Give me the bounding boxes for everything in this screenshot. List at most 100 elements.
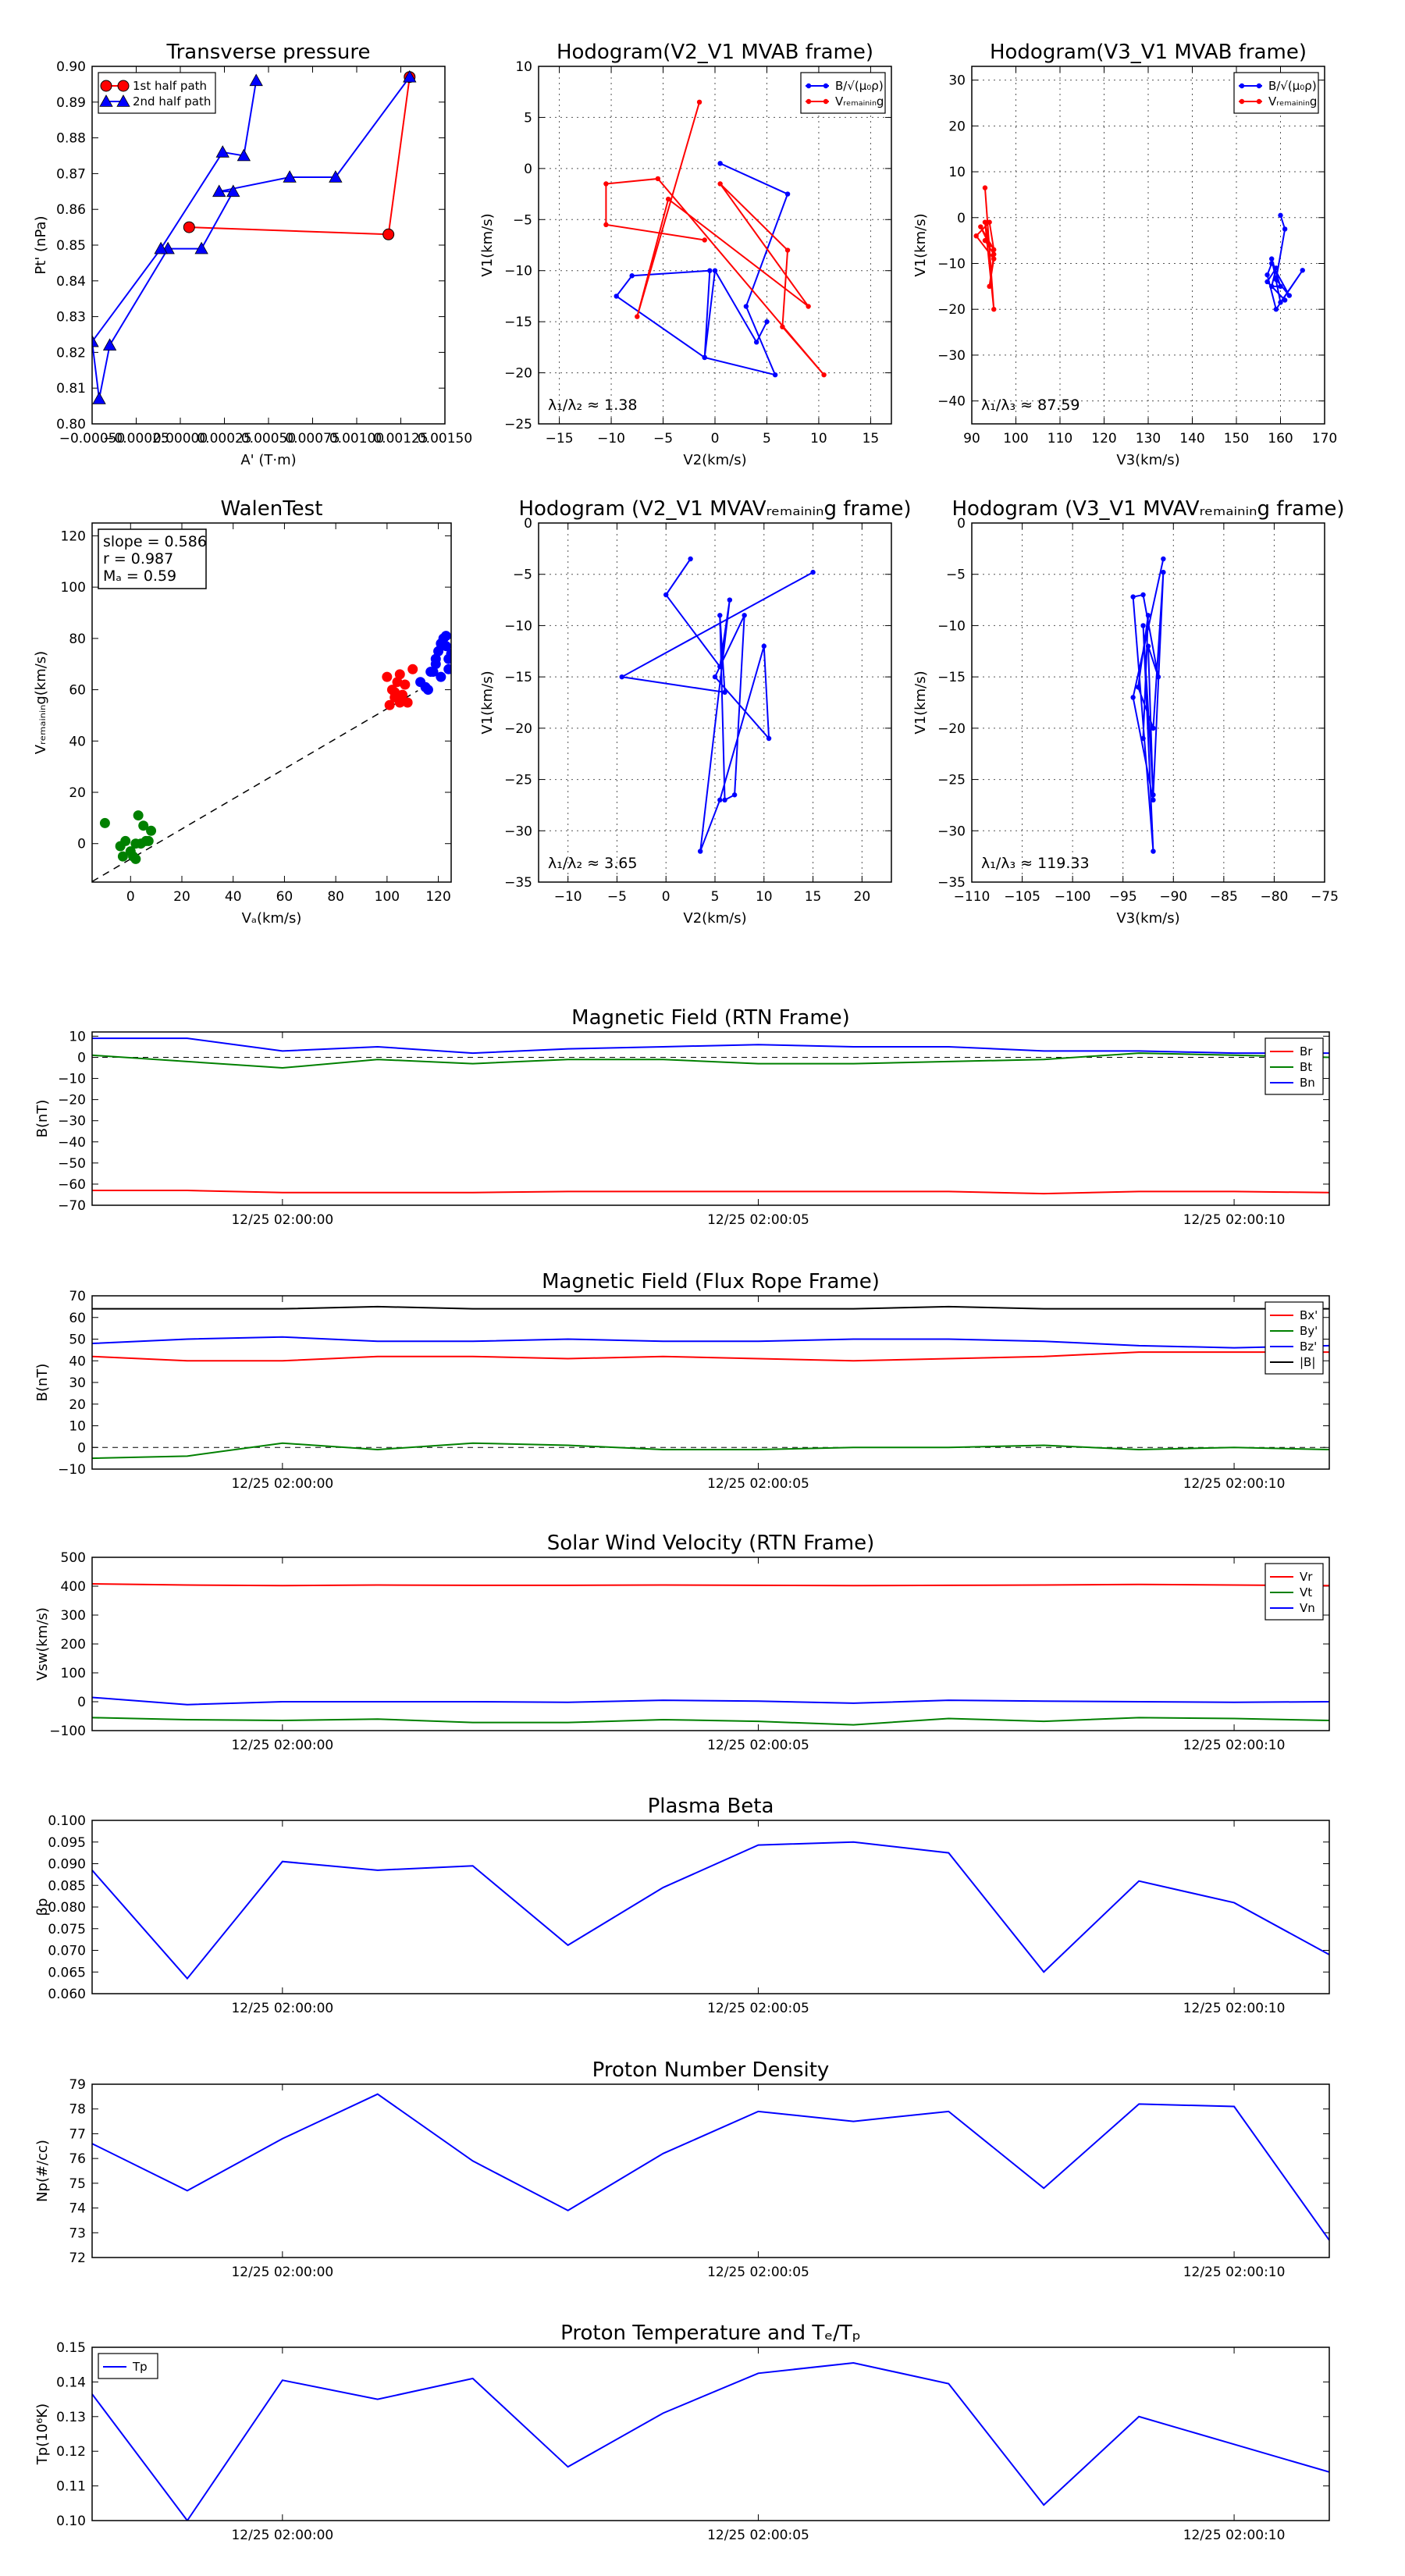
data-point (237, 148, 251, 162)
chart-title: Solar Wind Velocity (RTN Frame) (547, 1532, 874, 1555)
y-axis-label: Vᵣₑₘₐᵢₙᵢₙg(km/s) (33, 651, 49, 754)
chart-title: Hodogram(V2_V1 MVAB frame) (557, 41, 873, 64)
data-point (143, 835, 154, 846)
data-point (1140, 623, 1146, 628)
y-tick-label: 70 (69, 1289, 86, 1304)
data-point (402, 697, 413, 708)
chart-p12: 12/25 02:00:00 12/25 02:00:05 12/25 02:00:… (34, 2322, 1330, 2543)
data-point (138, 820, 149, 831)
legend-label: 2nd half path (133, 94, 211, 109)
x-tick-label: 110 (1048, 431, 1072, 447)
x-tick-label: −0.00050 (59, 431, 126, 447)
data-point (430, 653, 441, 664)
data-point (696, 99, 702, 105)
series-line-beta (92, 1841, 1329, 1980)
data-point (120, 835, 131, 846)
x-axis-label: A' (T·m) (240, 452, 296, 468)
data-point (614, 294, 619, 299)
axes-frame (538, 66, 892, 425)
y-tick-label: 20 (69, 785, 86, 801)
y-tick-label: 0.89 (56, 95, 86, 111)
y-tick-label: 30 (69, 1375, 86, 1391)
legend-marker (806, 83, 812, 89)
data-point (1135, 685, 1141, 690)
x-tick-label: 12/25 02:00:05 (707, 1738, 809, 1753)
y-tick-label: 0.11 (56, 2479, 86, 2495)
y-tick-label: −60 (58, 1177, 86, 1193)
data-point (436, 671, 446, 682)
y-tick-label: 100 (61, 580, 86, 596)
y-tick-label: 72 (69, 2250, 86, 2266)
legend-label: Bx' (1300, 1308, 1318, 1322)
data-point (1269, 256, 1275, 262)
y-tick-label: 0.065 (48, 1965, 86, 1980)
y-axis-label: V1(km/s) (912, 671, 929, 734)
legend-marker (116, 94, 130, 107)
data-point (991, 251, 997, 257)
data-point (226, 184, 240, 197)
x-tick-label: 10 (756, 889, 773, 905)
data-point (1269, 283, 1275, 290)
data-point (1282, 297, 1288, 303)
plot-area (92, 69, 417, 404)
y-axis-label: βp (34, 1898, 51, 1916)
chart-title: Magnetic Field (Flux Rope Frame) (542, 1270, 880, 1293)
data-point (712, 268, 718, 273)
chart-p1: −0.00050−0.000250.000000.000250.000500.0… (33, 41, 472, 468)
data-point (407, 664, 418, 674)
legend-marker (100, 80, 112, 92)
y-tick-label: 0.085 (48, 1878, 86, 1894)
y-tick-label: 0.85 (56, 238, 86, 254)
x-tick-label: 5 (711, 889, 720, 905)
data-point (982, 237, 988, 244)
plot-area (92, 1305, 1329, 1460)
y-tick-label: 0.10 (56, 2514, 86, 2529)
y-axis-label: Pt' (nPa) (33, 215, 49, 274)
legend-label: |B| (1300, 1355, 1315, 1369)
y-tick-label: 0 (77, 1695, 86, 1710)
data-point (707, 268, 713, 273)
chart-p8: 12/25 02:00:00 12/25 02:00:05 12/25 02:00:… (34, 1270, 1330, 1492)
y-tick-label: −5 (513, 568, 532, 583)
series-line-Vt (92, 1717, 1329, 1726)
x-tick-label: 100 (1003, 431, 1028, 447)
data-point (991, 256, 997, 262)
data-point (742, 613, 747, 618)
data-point (717, 613, 723, 618)
chart-p5: −10 −5 0 5 10 15 20−35−30−25−20−15−10−50Hodogr… (479, 497, 912, 927)
data-point (761, 643, 767, 649)
y-tick-label: 20 (948, 119, 966, 134)
y-tick-label: −25 (504, 417, 532, 432)
chart-p6: −110 −105 −100 −95 −90 −85 −80 −75−35−30−25−20−… (912, 497, 1345, 927)
y-tick-label: 400 (61, 1579, 86, 1595)
series-line-Vg (975, 187, 995, 310)
y-tick-label: −20 (937, 302, 966, 318)
data-point (743, 304, 749, 309)
legend-label: Bn (1300, 1076, 1315, 1090)
y-tick-label: −30 (937, 824, 966, 839)
data-point (212, 184, 226, 197)
x-tick-label: 12/25 02:00:00 (231, 1212, 333, 1228)
y-tick-label: −15 (937, 670, 966, 685)
y-tick-label: 0 (77, 1050, 86, 1066)
y-tick-label: −100 (49, 1724, 86, 1739)
axes-frame (91, 2347, 1330, 2521)
eigen-ratio-annotation: λ₁/λ₃ ≈ 87.59 (981, 397, 1080, 414)
data-point (702, 237, 707, 243)
stats-line: Mₐ = 0.59 (103, 568, 176, 585)
x-tick-label: 0.00050 (241, 431, 296, 447)
y-tick-label: −5 (946, 568, 966, 583)
data-point (1155, 674, 1161, 680)
y-tick-label: 0.14 (56, 2375, 86, 2390)
x-tick-label: −100 (1055, 889, 1091, 905)
legend-marker (823, 83, 829, 89)
y-tick-label: 10 (948, 165, 966, 180)
data-point (329, 170, 343, 183)
plot-area (92, 2093, 1329, 2241)
y-tick-label: 120 (61, 528, 86, 544)
series-line-Br (92, 1190, 1329, 1195)
x-tick-label: 20 (854, 889, 871, 905)
x-tick-label: 100 (375, 889, 400, 905)
y-axis-label: Np(#/cc) (34, 2140, 51, 2202)
y-tick-label: 0.87 (56, 166, 86, 182)
